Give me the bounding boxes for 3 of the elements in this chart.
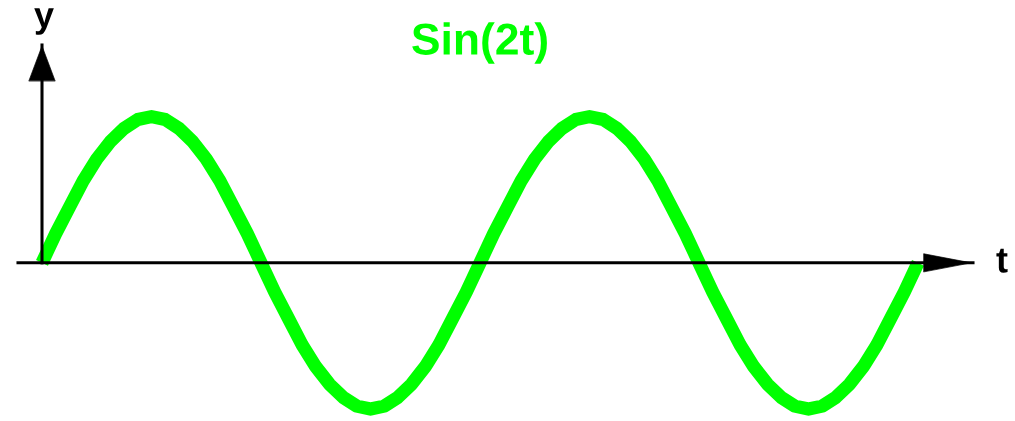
y-axis-title: y [34,8,54,35]
chart-title: Sin(2t) [412,22,547,64]
x-axis-title: t [996,248,1008,273]
